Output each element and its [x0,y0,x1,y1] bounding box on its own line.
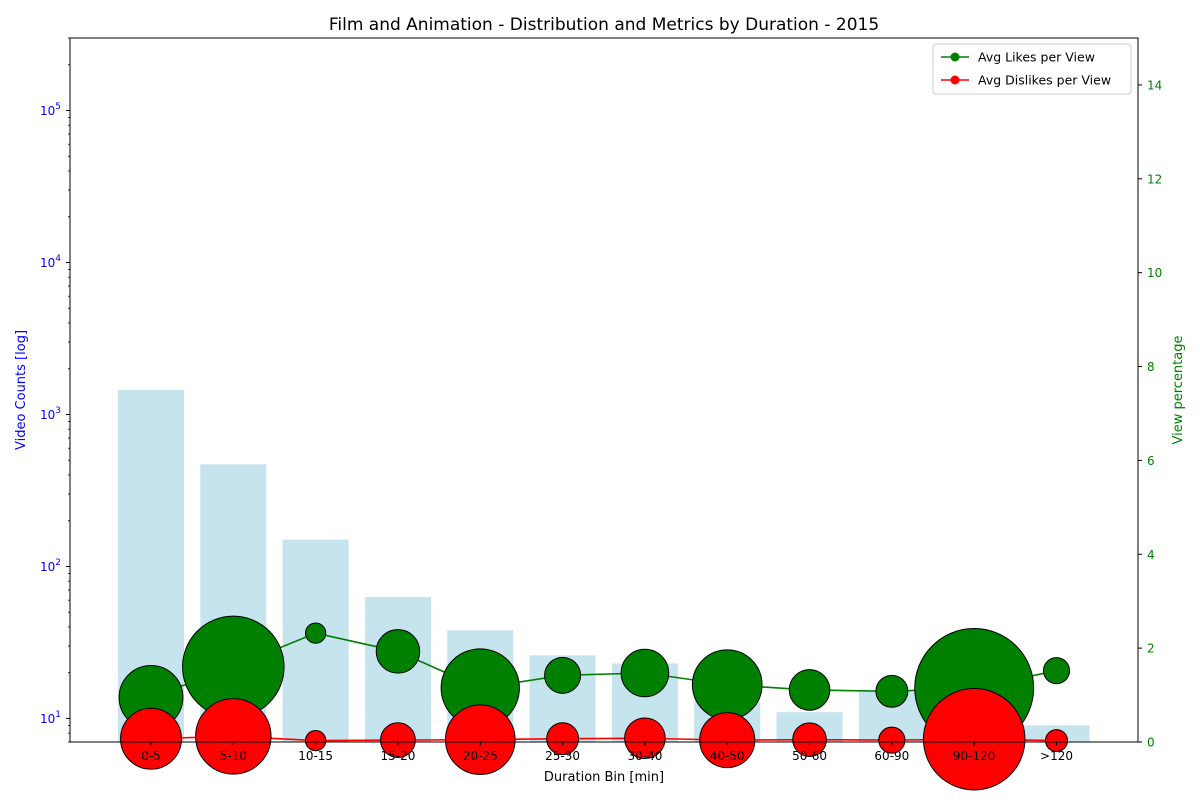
x-tick-label-9: 60-90 [874,749,909,763]
bubble-0-3 [375,629,421,674]
bubble-0-7 [691,649,763,721]
legend-marker-dislikes [950,75,960,85]
bubble-1-4 [444,704,516,775]
x-tick-label-0: 0-5 [141,749,161,763]
y-left-tick-label-3: 104 [40,254,61,270]
legend-marker-likes [950,52,960,62]
y-right-tick-label-5: 10 [1147,266,1162,280]
bubble-0-8 [788,669,831,711]
x-tick-label-4: 20-25 [463,749,498,763]
x-tick-label-2: 10-15 [298,749,333,763]
y-right-tick-label-4: 8 [1147,360,1155,374]
bubble-0-2 [304,622,327,644]
y-left-tick-label-4: 105 [40,102,61,118]
y-left-axis-label: Video Counts [log] [14,330,29,450]
x-axis-ticks: 0-5 5-10 10-15 15-20 20-25 25-30 30-40 40-50 50-… [141,742,1073,763]
y-right-axis-ticks: 0 2 4 6 8 10 12 14 [1138,78,1162,750]
x-tick-label-11: >120 [1040,749,1073,763]
y-left-tick-label-2: 103 [40,406,61,422]
x-tick-label-5: 25-30 [545,749,580,763]
y-right-tick-label-6: 12 [1147,172,1162,186]
y-left-tick-label-0: 101 [40,710,61,726]
y-right-tick-label-3: 6 [1147,454,1155,468]
y-left-tick-label-1: 102 [40,558,61,574]
bubble-1-1 [195,698,272,775]
x-tick-label-3: 15-20 [381,749,416,763]
y-right-tick-label-1: 2 [1147,642,1155,656]
bubble-1-8 [792,722,827,757]
x-axis-label: Duration Bin [min] [544,770,664,785]
bubbles [118,615,1071,791]
bubble-0-9 [875,674,909,708]
bubble-1-11 [1044,729,1069,753]
bubble-0-6 [620,648,670,698]
legend-box [932,43,1132,95]
bubble-1-3 [380,722,416,759]
legend-label-likes: Avg Likes per View [978,50,1095,65]
bubble-0-11 [1042,657,1071,685]
legend-label-dislikes: Avg Dislikes per View [978,73,1111,88]
bubble-1-9 [878,726,906,754]
bubble-1-0 [120,707,182,770]
bubble-1-2 [304,729,327,752]
series-line-1 [150,735,1057,742]
chart-title: Film and Animation - Distribution and Me… [329,15,879,35]
legend: Avg Likes per View Avg Dislikes per View [932,43,1132,95]
y-right-axis-label: View percentage [1171,336,1186,445]
bubble-1-7 [699,712,756,769]
x-tick-label-6: 30-40 [627,749,662,763]
bubble-1-6 [624,717,666,760]
bubble-1-5 [546,722,580,756]
y-left-axis-ticks: 101 102 103 104 105 [40,37,70,743]
y-right-tick-label-7: 14 [1147,78,1162,92]
x-tick-label-7: 40-50 [710,749,745,763]
plot-frame [69,37,1139,743]
x-tick-label-10: 90-120 [953,749,996,763]
bubble-0-5 [544,656,582,694]
bubble-1-10 [922,687,1026,791]
y-right-tick-label-2: 4 [1147,548,1155,562]
y-right-tick-label-0: 0 [1147,736,1155,750]
x-tick-label-8: 50-60 [792,749,827,763]
x-tick-label-1: 5-10 [220,749,247,763]
